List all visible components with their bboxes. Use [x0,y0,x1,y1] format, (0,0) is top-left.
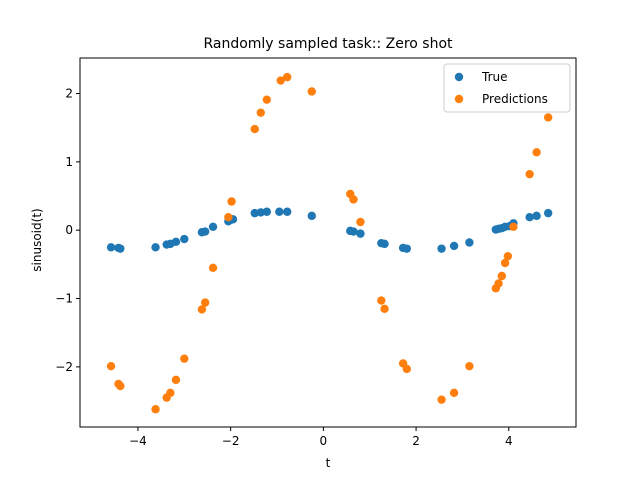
data-point-true [532,211,541,221]
data-point-predictions [224,213,233,222]
y-tick-label: 1 [65,155,73,169]
legend-marker-predictions [454,94,464,104]
x-tick-label: −2 [222,434,240,448]
data-point-true [437,244,446,253]
data-point-true [283,207,292,216]
y-tick-label: −2 [55,360,73,374]
data-point-predictions [200,298,210,307]
data-point-predictions [171,375,181,385]
data-point-predictions [380,304,389,313]
data-point-predictions [250,124,259,134]
data-point-predictions [449,388,459,398]
data-point-predictions [307,87,316,96]
data-point-predictions [151,405,160,414]
data-point-predictions [166,388,175,398]
data-point-true [543,208,553,218]
data-point-true [465,238,474,247]
data-point-predictions [349,195,358,204]
data-point-predictions [377,296,386,305]
data-point-true [307,211,316,221]
data-point-predictions [356,217,365,227]
data-point-true [262,207,272,216]
data-point-predictions [465,361,474,371]
data-point-predictions [180,354,189,363]
data-point-true [116,244,125,253]
data-point-predictions [283,72,292,82]
data-point-true [200,227,210,236]
data-point-predictions [116,381,125,391]
data-point-predictions [543,113,553,122]
data-point-predictions [494,279,503,288]
data-point-predictions [106,361,116,371]
data-point-predictions [437,395,446,404]
data-point-true [208,222,218,231]
legend: True Predictions [443,63,571,113]
data-point-true [275,207,284,216]
data-point-true [402,244,412,253]
x-tick-label: 0 [320,434,328,448]
data-point-predictions [262,95,272,104]
chart-title: Randomly sampled task:: Zero shot [203,36,453,52]
y-axis-label: sinusoid(t) [30,208,44,271]
y-tick-label: 0 [65,223,73,237]
data-point-true [180,234,189,244]
legend-label-true: True [481,70,508,84]
data-point-true [151,243,160,252]
axes-frame [79,57,577,428]
data-point-predictions [256,108,265,117]
legend-label-predictions: Predictions [482,92,548,106]
x-tick-label: 2 [412,434,420,448]
data-point-predictions [208,263,218,272]
legend-marker-true [454,72,464,82]
data-point-predictions [500,258,510,268]
y-tick-label: −1 [55,292,73,306]
y-tick-label: 2 [65,87,73,101]
data-point-predictions [525,169,534,179]
x-tick-label: 4 [505,434,513,448]
data-point-predictions [503,251,513,261]
x-tick-label: −4 [129,434,147,448]
data-point-predictions [402,364,412,374]
data-point-predictions [276,76,285,85]
data-point-true [106,243,116,252]
data-point-true [349,227,358,236]
data-point-true [356,229,365,238]
data-point-predictions [497,271,507,281]
data-point-true [449,241,459,251]
x-axis-label: t [326,456,331,470]
plot-area: −4 −2 0 2 4 −2 −1 0 1 2 [55,57,577,448]
data-point-true [525,213,534,222]
data-point-true [171,237,181,247]
data-point-predictions [532,148,541,157]
data-point-true [380,239,389,249]
data-point-predictions [227,197,236,206]
legend-box [443,63,571,113]
data-point-predictions [509,222,518,231]
data-point-predictions [197,305,207,314]
